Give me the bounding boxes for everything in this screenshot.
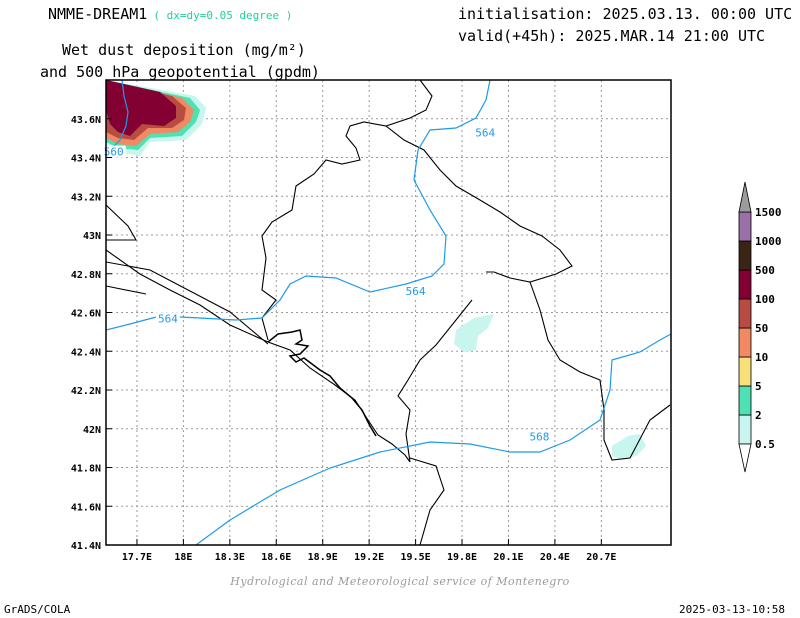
colorbar-swatch (738, 327, 752, 358)
grid-lines (106, 80, 671, 546)
contour-label-bg (473, 126, 498, 139)
lat-tick-label: 42.4N (71, 347, 101, 358)
valid-time: valid(+45h): 2025.MAR.14 21:00 UTC (458, 27, 766, 45)
init-time: initialisation: 2025.03.13. 00:00 UTC (458, 5, 793, 23)
border-kosovo (529, 281, 671, 461)
colorbar-label: 50 (755, 322, 768, 335)
variable-title-line1: Wet dust deposition (mg/m²) (62, 41, 306, 59)
contour-label-bg (101, 145, 126, 158)
lon-tick-label: 18.3E (215, 552, 245, 563)
colorbar-label: 2 (755, 409, 762, 422)
colorbar-label: 1000 (755, 235, 782, 248)
lat-tick-label: 41.4N (71, 541, 101, 552)
colorbar: 0.5 2 5 10 50 100 500 1000 1500 (738, 181, 782, 473)
colorbar-arrow-high (738, 181, 752, 213)
lon-tick-label: 18.6E (261, 552, 291, 563)
contour-label: 564 (475, 126, 495, 139)
lon-tick-label: 18.9E (308, 552, 338, 563)
colorbar-label: 0.5 (755, 438, 775, 451)
colorbar-swatch (738, 240, 752, 271)
colorbar-arrow-low (738, 443, 752, 473)
lon-tick-label: 19.2E (354, 552, 384, 563)
contour-label-bg (527, 430, 552, 443)
dust-patch-southeast (612, 434, 646, 460)
lon-tick-label: 19.8E (447, 552, 477, 563)
contour-label: 560 (104, 146, 124, 159)
contour-label: 564 (158, 312, 178, 325)
lon-tick-label: 17.7E (122, 552, 152, 563)
lat-tick-label: 43.2N (71, 192, 101, 203)
contour-label: 568 (529, 430, 549, 443)
colorbar-swatch (738, 211, 752, 242)
variable-title-line2: and 500 hPa geopotential (gpdm) (40, 63, 320, 81)
colorbar-swatch (738, 298, 752, 329)
lon-tick-label: 20.1E (493, 552, 523, 563)
contour-label: 564 (406, 285, 426, 298)
lon-tick-label: 20.7E (586, 552, 616, 563)
geopotential-contours (106, 80, 671, 545)
lon-tick-label: 20.4E (540, 552, 570, 563)
lat-tick-label: 41.6N (71, 502, 101, 513)
contour-568 (195, 333, 671, 545)
colorbar-label: 1500 (755, 206, 782, 219)
border-north (261, 80, 433, 341)
lon-tick-label: 19.5E (401, 552, 431, 563)
axis-ticks: 17.7E 18E 18.3E 18.6E 18.9E 19.2E 19.5E 19.8E 20… (71, 115, 617, 563)
lat-tick-label: 42.2N (71, 386, 101, 397)
border-montenegro-albania (397, 299, 473, 463)
contour-560 (109, 80, 129, 151)
colorbar-swatch (738, 414, 752, 445)
footer-software: GrADS/COLA (4, 603, 71, 616)
colorbar-label: 500 (755, 264, 775, 277)
colorbar-label: 5 (755, 380, 762, 393)
contour-label-bg (155, 312, 180, 325)
border-montenegro-serbia (385, 125, 573, 283)
colorbar-swatch (738, 356, 752, 387)
lon-tick-label: 18E (174, 552, 192, 563)
colorbar-label: 100 (755, 293, 775, 306)
colorbar-swatch (738, 385, 752, 416)
contour-labels: 560 564 564 564 568 (101, 126, 552, 443)
colorbar-label: 10 (755, 351, 768, 364)
lat-tick-label: 43.6N (71, 115, 101, 126)
coastline-italy (106, 261, 269, 345)
bay-of-kotor (267, 329, 377, 437)
lat-tick-label: 42.6N (71, 309, 101, 320)
lat-tick-label: 41.8N (71, 464, 101, 475)
coastline (106, 204, 411, 463)
borders (106, 80, 671, 545)
lat-tick-label: 43.4N (71, 154, 101, 165)
lat-tick-label: 43N (83, 231, 101, 242)
resolution-label: ( dx=dy=0.05 degree ) (153, 9, 293, 22)
border-albania-macedonia (409, 457, 445, 545)
model-title: NMME-DREAM1 ( dx=dy=0.05 degree ) (48, 5, 292, 23)
lat-tick-label: 42.8N (71, 270, 101, 281)
colorbar-swatch (738, 269, 752, 300)
footer-timestamp: 2025-03-13-10:58 (679, 603, 785, 616)
credit-line: Hydrological and Meteorological service … (230, 575, 570, 588)
lat-tick-label: 42N (83, 425, 101, 436)
dust-patch-east (454, 314, 494, 352)
contour-label-bg (403, 285, 428, 298)
contour-564-north (106, 80, 491, 331)
model-name: NMME-DREAM1 (48, 5, 148, 23)
